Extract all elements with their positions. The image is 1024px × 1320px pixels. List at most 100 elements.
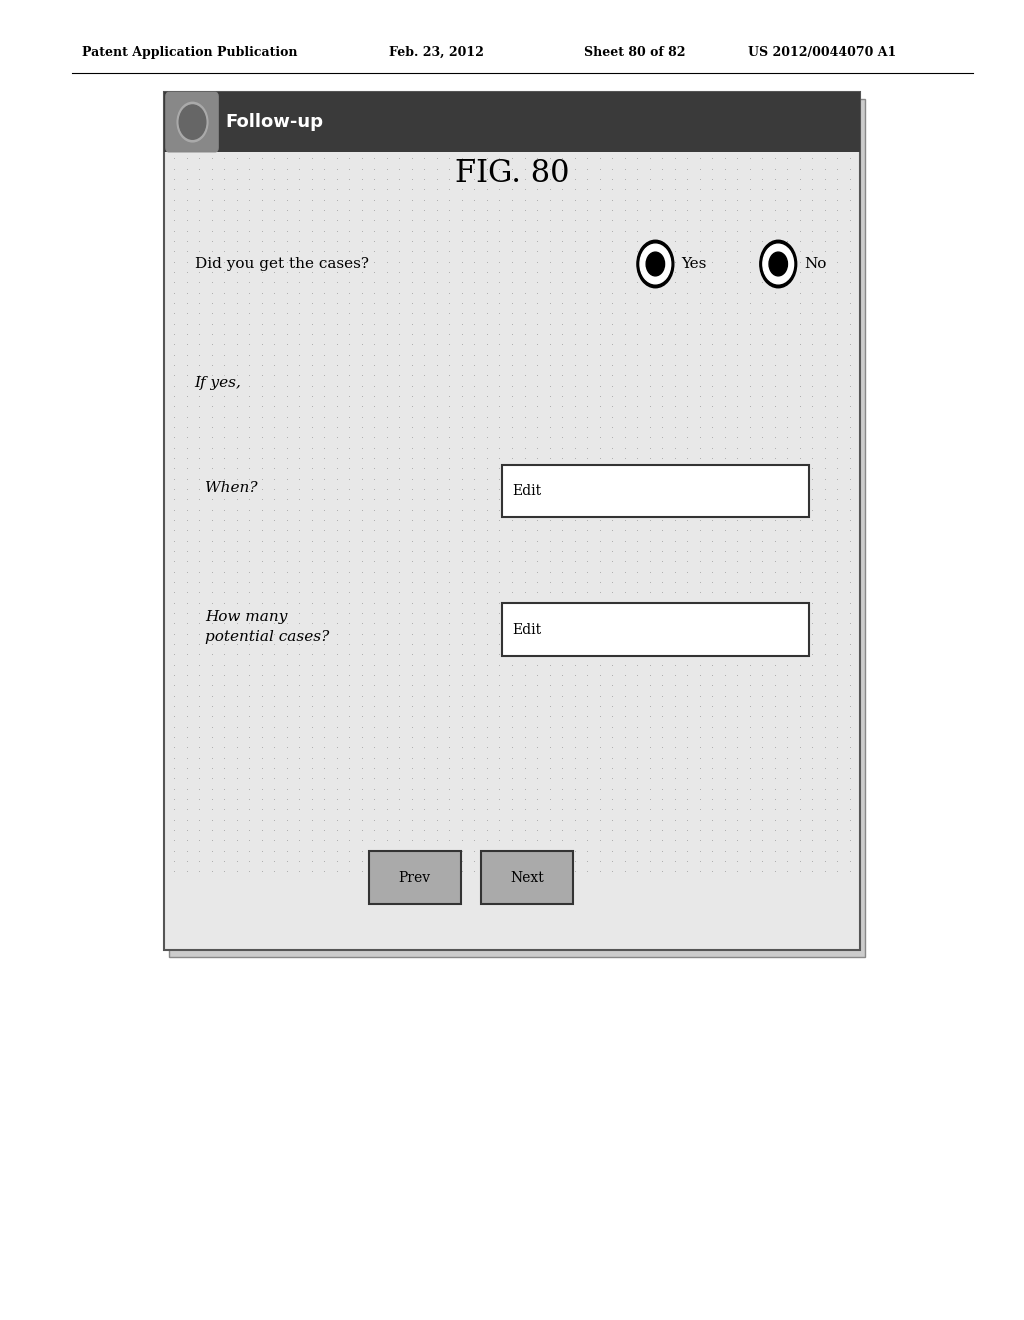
Point: [479, 313, 496, 334]
Point: [654, 416, 671, 437]
Point: [479, 240, 496, 261]
Point: [804, 469, 820, 490]
Point: [679, 747, 695, 768]
Point: [291, 550, 307, 572]
Point: [579, 850, 595, 871]
Point: [504, 799, 520, 820]
Point: [341, 623, 357, 644]
Point: [741, 788, 758, 809]
Point: [717, 323, 733, 345]
Point: [629, 148, 645, 169]
Point: [379, 550, 395, 572]
Point: [166, 799, 182, 820]
Point: [441, 469, 458, 490]
Point: [729, 293, 745, 314]
Point: [228, 572, 245, 593]
Point: [829, 861, 846, 882]
Point: [266, 593, 283, 614]
Point: [641, 251, 657, 272]
Point: [804, 261, 820, 282]
Point: [403, 469, 420, 490]
Point: [579, 758, 595, 779]
Point: [829, 231, 846, 252]
Point: [391, 458, 408, 479]
Point: [254, 240, 270, 261]
Point: [754, 293, 770, 314]
Point: [679, 540, 695, 561]
Point: [705, 458, 721, 479]
Point: [190, 840, 207, 861]
Point: [667, 623, 683, 644]
Point: [741, 747, 758, 768]
Point: [266, 169, 283, 190]
Point: [804, 612, 820, 634]
Point: [279, 261, 295, 282]
Point: [228, 416, 245, 437]
Point: [767, 612, 783, 634]
Point: [178, 396, 195, 417]
Point: [391, 809, 408, 830]
Point: [190, 447, 207, 469]
Point: [441, 407, 458, 428]
Point: [767, 664, 783, 685]
Point: [266, 520, 283, 541]
Point: [705, 602, 721, 623]
Point: [379, 840, 395, 861]
Point: [779, 240, 796, 261]
Point: [241, 531, 257, 552]
Point: [504, 737, 520, 758]
Point: [316, 747, 333, 768]
Point: [729, 540, 745, 561]
Point: [403, 706, 420, 727]
Point: [204, 685, 220, 706]
Point: [391, 623, 408, 644]
Point: [391, 323, 408, 345]
Point: [454, 715, 470, 737]
Point: [254, 251, 270, 272]
Point: [829, 355, 846, 376]
Point: [667, 178, 683, 199]
Point: [329, 345, 345, 366]
Point: [190, 158, 207, 180]
Point: [592, 385, 608, 407]
Point: [767, 644, 783, 665]
Point: [516, 861, 532, 882]
Point: [178, 685, 195, 706]
FancyBboxPatch shape: [166, 92, 218, 152]
Point: [254, 788, 270, 809]
Point: [216, 830, 232, 851]
Point: [528, 758, 545, 779]
Point: [528, 189, 545, 210]
Point: [741, 561, 758, 582]
Point: [303, 664, 319, 685]
Point: [316, 612, 333, 634]
Point: [416, 510, 432, 531]
Point: [528, 520, 545, 541]
Point: [592, 478, 608, 499]
Point: [804, 644, 820, 665]
Point: [729, 407, 745, 428]
Point: [266, 251, 283, 272]
Point: [705, 572, 721, 593]
Point: [429, 850, 445, 871]
Point: [266, 830, 283, 851]
Point: [241, 407, 257, 428]
Point: [254, 531, 270, 552]
Point: [566, 323, 583, 345]
Point: [829, 582, 846, 603]
Point: [741, 634, 758, 655]
Point: [353, 345, 370, 366]
Point: [817, 675, 834, 696]
Point: [754, 158, 770, 180]
Point: [729, 561, 745, 582]
Point: [804, 820, 820, 841]
Point: [579, 531, 595, 552]
Point: [279, 426, 295, 447]
Point: [479, 426, 496, 447]
Point: [528, 768, 545, 789]
Point: [303, 830, 319, 851]
Point: [291, 830, 307, 851]
Point: [679, 531, 695, 552]
Point: [178, 488, 195, 510]
Point: [316, 396, 333, 417]
